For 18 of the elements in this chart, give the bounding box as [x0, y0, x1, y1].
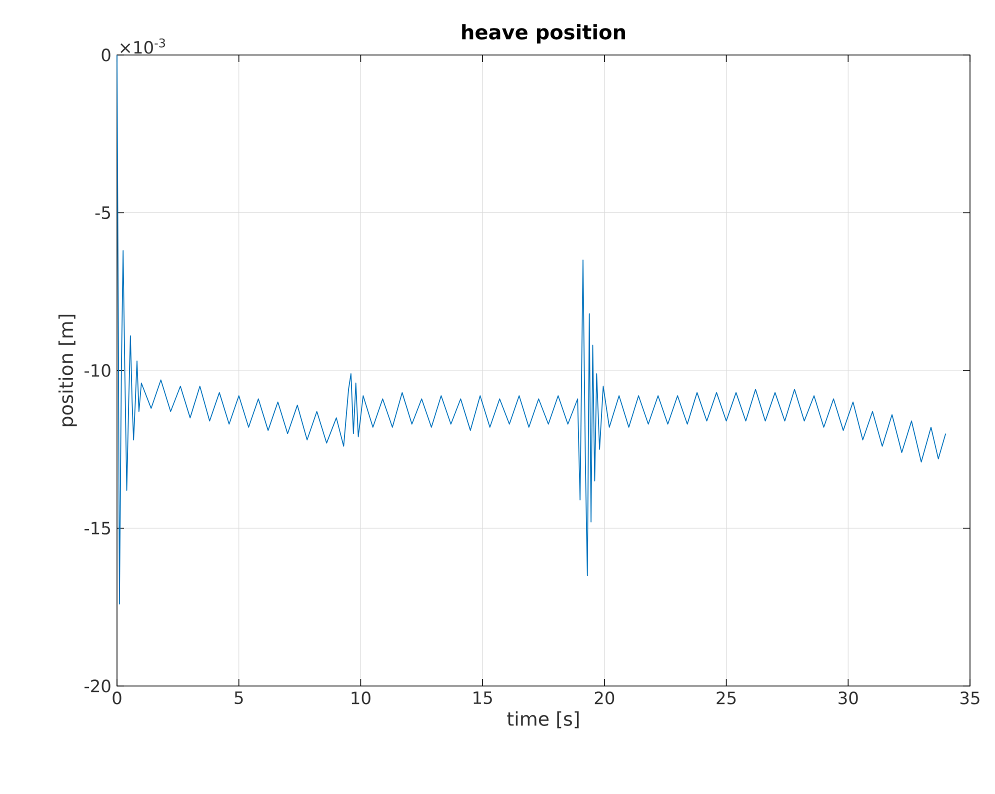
y-tick-label: -5 [95, 206, 110, 220]
chart-title: heave position [462, 24, 625, 44]
x-tick-label: 0 [112, 692, 122, 704]
x-tick-label: 20 [594, 692, 614, 704]
y-axis-title: position [m] [58, 314, 77, 426]
x-tick-label: 30 [838, 692, 858, 704]
x-tick-label: 15 [474, 692, 492, 704]
text: ×10$^{-3}$ [120, 38, 165, 54]
x-tick-label: 25 [716, 692, 736, 704]
line-series [116, 54, 946, 604]
y-tick-label: -15 [84, 522, 110, 535]
y-tick-label: 0 [102, 48, 110, 62]
y-tick-label: -20 [84, 680, 110, 692]
x-axis-title: time [s] [507, 711, 579, 728]
x-tick-label: 35 [960, 692, 980, 704]
x-tick-label: 5 [234, 692, 243, 704]
x-tick-label: 10 [352, 692, 370, 704]
y-tick-label: -10 [84, 364, 110, 377]
